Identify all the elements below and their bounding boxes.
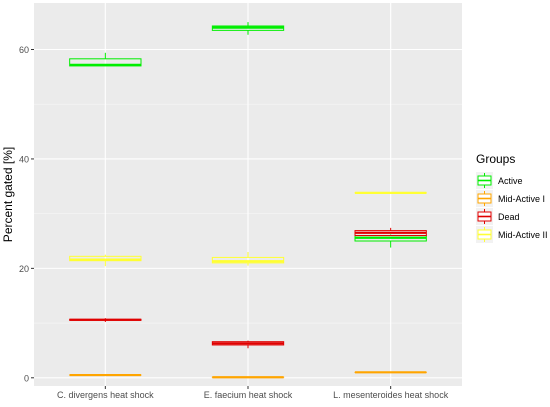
legend-label: Dead (498, 212, 520, 222)
legend-item-dead: Dead (476, 208, 520, 225)
legend-item-active: Active (476, 172, 523, 189)
x-tick-label: E. faecium heat shock (204, 390, 293, 400)
legend-label: Mid-Active I (498, 194, 545, 204)
y-tick-label: 40 (19, 154, 29, 164)
x-tick-label: L. mesenteroides heat shock (333, 390, 449, 400)
y-axis-label: Percent gated [%] (1, 147, 15, 242)
legend-title: Groups (476, 152, 515, 166)
x-axis: C. divergens heat shock E. faecium heat s… (57, 386, 449, 400)
legend-item-mid-active-i: Mid-Active I (476, 190, 545, 207)
legend-item-mid-active-ii: Mid-Active II (476, 226, 548, 243)
y-axis: 0 20 40 60 (19, 45, 34, 383)
legend-label: Active (498, 176, 523, 186)
y-tick-label: 20 (19, 264, 29, 274)
x-tick-label: C. divergens heat shock (57, 390, 154, 400)
legend-label: Mid-Active II (498, 230, 548, 240)
legend: Groups Active Mid-Active I Dead Mid-Active … (476, 152, 548, 243)
y-tick-label: 60 (19, 45, 29, 55)
y-tick-label: 0 (24, 373, 29, 383)
